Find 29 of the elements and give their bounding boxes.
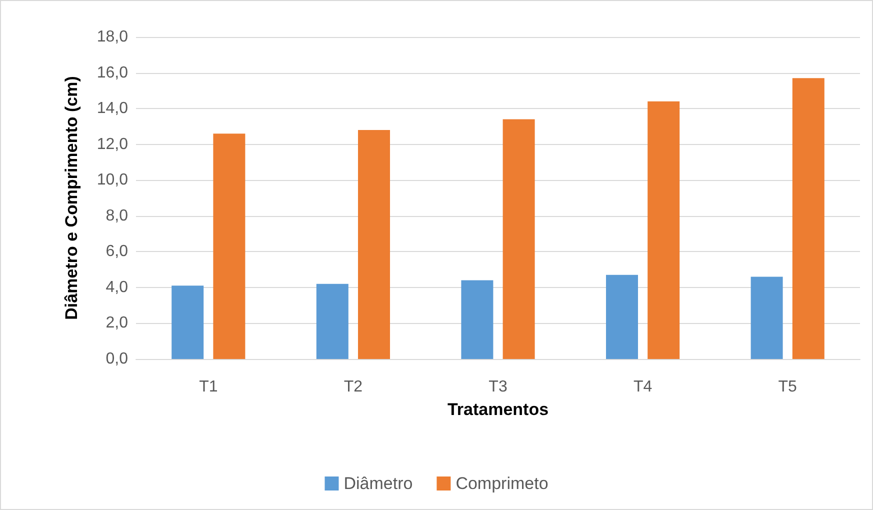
y-tick-label: 4,0 — [106, 278, 128, 296]
legend-label: Diâmetro — [344, 474, 413, 493]
bar — [648, 101, 680, 359]
bar — [502, 119, 535, 359]
bar — [750, 276, 783, 359]
bar — [792, 78, 824, 359]
y-tick-label: 12,0 — [96, 136, 128, 153]
bar — [606, 274, 638, 359]
x-tick-label: T5 — [778, 378, 798, 396]
x-tick-label: T3 — [488, 378, 508, 396]
x-tick-label: T1 — [199, 378, 218, 396]
y-tick-label: 8,0 — [106, 207, 128, 224]
bar — [358, 130, 390, 359]
bar — [172, 286, 204, 359]
x-tick-label: T4 — [633, 378, 652, 396]
x-tick-label: T2 — [344, 378, 363, 396]
y-tick-label: 2,0 — [106, 314, 128, 332]
y-tick-label: 10,0 — [96, 172, 128, 189]
bar — [461, 280, 494, 359]
y-tick-label: 16,0 — [96, 64, 128, 82]
bar — [213, 134, 246, 359]
bar — [316, 284, 348, 359]
x-axis-title: Tratamentos — [447, 400, 549, 419]
y-tick-label: 0,0 — [106, 350, 128, 368]
y-tick-label: 6,0 — [106, 243, 128, 260]
y-tick-label: 18,0 — [96, 28, 128, 46]
legend-label: Comprimeto — [456, 474, 548, 493]
y-tick-label: 14,0 — [96, 100, 128, 118]
y-axis-title: Diâmetro e Comprimento (cm) — [62, 76, 81, 320]
